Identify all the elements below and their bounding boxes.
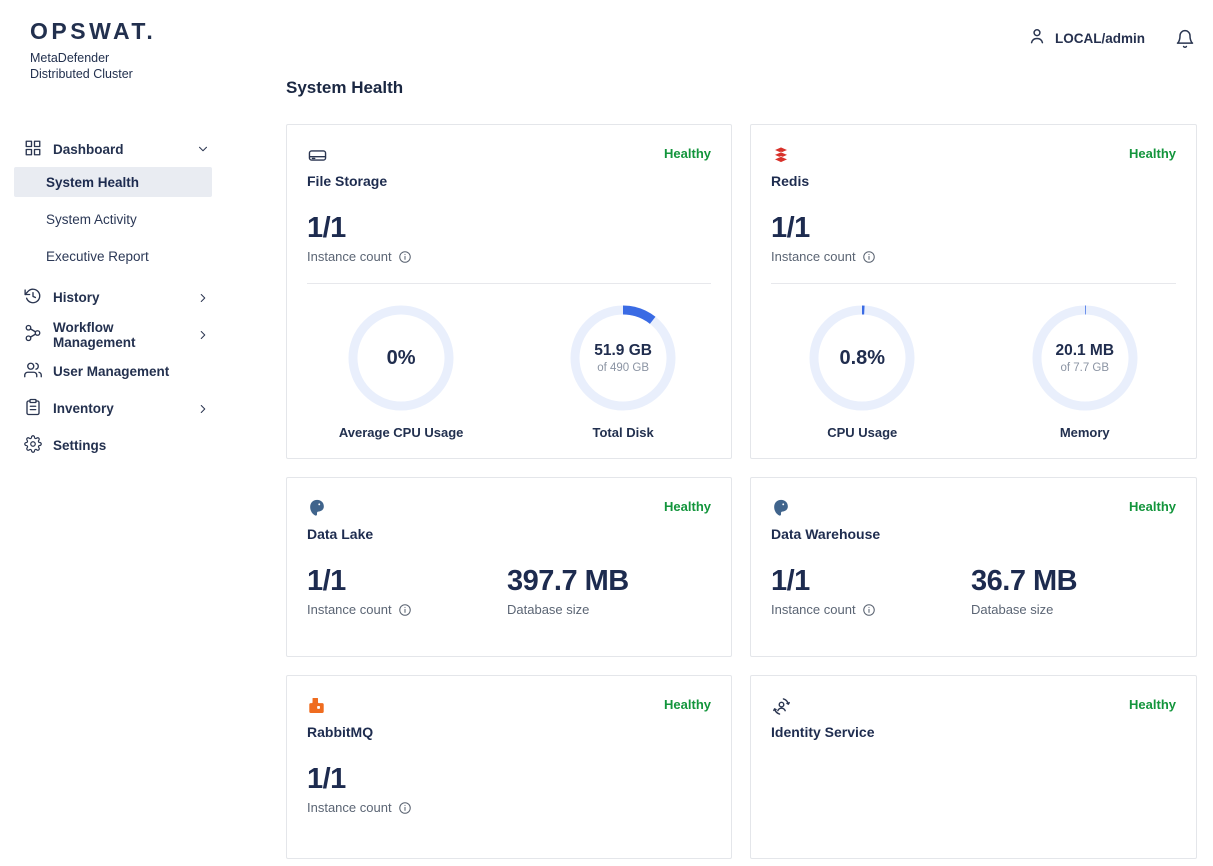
sidebar-item-system-health[interactable]: System Health (14, 167, 212, 197)
card-rabbitmq: Healthy RabbitMQ 1/1 Instance count (286, 675, 732, 859)
card-title: Identity Service (771, 724, 875, 740)
sidebar-item-dashboard[interactable]: Dashboard (0, 131, 230, 167)
card-title: Redis (771, 173, 810, 189)
card-data-lake: Healthy Data Lake 1/1 Instance count 397… (286, 477, 732, 657)
status-badge: Healthy (1129, 146, 1176, 161)
chevron-right-icon (196, 402, 210, 416)
card-redis: Healthy Redis 1/1 Instance count 0.8% (750, 124, 1197, 459)
product-name: MetaDefender (30, 51, 110, 65)
status-badge: Healthy (664, 499, 711, 514)
database-size-metric: 36.7 MB Database size (971, 565, 1078, 617)
status-badge: Healthy (1129, 499, 1176, 514)
cpu-usage-gauge: 0.8% CPU Usage (806, 302, 918, 440)
sidebar-item-user-management[interactable]: User Management (0, 353, 230, 390)
sidebar-item-inventory[interactable]: Inventory (0, 390, 230, 427)
health-cards-grid: Healthy File Storage 1/1 Instance count … (286, 124, 1197, 859)
page-title: System Health (286, 78, 404, 97)
card-title: RabbitMQ (307, 724, 374, 740)
card-title: File Storage (307, 173, 388, 189)
memory-gauge: 20.1 MB of 7.7 GB Memory (1029, 302, 1141, 440)
dashboard-grid-icon (24, 139, 42, 160)
chevron-down-icon (196, 142, 210, 156)
history-clock-icon (24, 287, 42, 308)
postgresql-elephant-icon (307, 498, 711, 520)
user-name: LOCAL/admin (1055, 31, 1145, 46)
instance-count-metric: 1/1 Instance count (307, 213, 507, 264)
sidebar-item-system-activity[interactable]: System Activity (46, 211, 137, 227)
opswat-logo: OPSWAT. (30, 18, 157, 44)
info-icon[interactable] (398, 603, 412, 617)
average-cpu-usage-gauge: 0% Average CPU Usage (339, 302, 463, 440)
instance-count-metric: 1/1 Instance count (307, 566, 507, 617)
header-actions: LOCAL/admin (1027, 26, 1195, 51)
sidebar: Dashboard System Health System Activity … (0, 131, 230, 464)
rabbitmq-icon (307, 696, 711, 718)
status-badge: Healthy (664, 146, 711, 161)
sidebar-item-executive-report[interactable]: Executive Report (46, 248, 149, 264)
info-icon[interactable] (398, 801, 412, 815)
instance-count-metric: 1/1 Instance count (771, 213, 971, 264)
card-title: Data Lake (307, 526, 374, 542)
chevron-right-icon (196, 291, 210, 305)
user-menu[interactable]: LOCAL/admin (1027, 26, 1145, 51)
card-title: Data Warehouse (771, 526, 881, 542)
instance-count-metric: 1/1 Instance count (771, 566, 971, 617)
gear-icon (24, 435, 42, 456)
card-identity-service: Healthy Identity Service (750, 675, 1197, 859)
hard-drive-icon (307, 145, 711, 167)
info-icon[interactable] (398, 250, 412, 264)
total-disk-gauge: 51.9 GB of 490 GB Total Disk (567, 302, 679, 440)
info-icon[interactable] (862, 603, 876, 617)
status-badge: Healthy (1129, 697, 1176, 712)
workflow-nodes-icon (24, 324, 42, 345)
info-icon[interactable] (862, 250, 876, 264)
card-data-warehouse: Healthy Data Warehouse 1/1 Instance coun… (750, 477, 1197, 657)
main-content: System Health Healthy File Storage 1/1 I… (286, 78, 1197, 859)
postgresql-elephant-icon (771, 498, 1176, 520)
notifications-bell-icon[interactable] (1175, 29, 1195, 49)
chevron-right-icon (196, 328, 210, 342)
clipboard-icon (24, 398, 42, 419)
database-size-metric: 397.7 MB Database size (507, 565, 629, 617)
sidebar-item-workflow-management[interactable]: Workflow Management (0, 316, 230, 353)
brand-logo: OPSWAT. MetaDefender Distributed Cluster (30, 18, 156, 82)
users-icon (24, 361, 42, 382)
identity-service-icon (771, 696, 1176, 718)
instance-count-metric: 1/1 Instance count (307, 764, 507, 815)
card-file-storage: Healthy File Storage 1/1 Instance count … (286, 124, 732, 459)
redis-icon (771, 145, 1176, 167)
product-subname: Distributed Cluster (30, 67, 133, 81)
status-badge: Healthy (664, 697, 711, 712)
sidebar-item-history[interactable]: History (0, 279, 230, 316)
user-icon (1027, 26, 1047, 51)
sidebar-item-settings[interactable]: Settings (0, 427, 230, 464)
